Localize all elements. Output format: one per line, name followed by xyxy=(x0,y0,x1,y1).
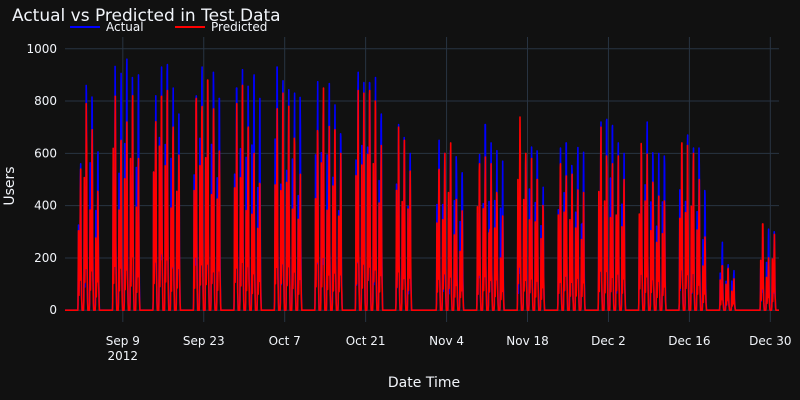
series-layer xyxy=(65,58,779,311)
legend-label: Predicted xyxy=(211,20,267,34)
legend[interactable]: Actual Predicted xyxy=(70,20,267,34)
y-axis-title: Users xyxy=(2,166,18,205)
x-tick-label: Sep 23 xyxy=(183,334,225,348)
x-tick-label: Dec 2 xyxy=(591,334,626,348)
y-tick-label: 400 xyxy=(34,199,57,213)
y-tick-label: 0 xyxy=(49,303,57,317)
y-tick-label: 800 xyxy=(34,94,57,108)
x-tick-label: Dec 16 xyxy=(668,334,710,348)
x-tick-year-label: 2012 xyxy=(108,349,139,363)
y-tick-label: 1000 xyxy=(26,42,57,56)
series-line-predicted xyxy=(65,79,779,311)
y-axis-ticks: 0 200 400 600 800 1000 xyxy=(26,42,57,317)
x-axis-title: Date Time xyxy=(388,375,460,391)
y-tick-label: 200 xyxy=(34,251,57,265)
x-tick-label: Nov 4 xyxy=(429,334,464,348)
chart-title: Actual vs Predicted in Test Data xyxy=(12,6,281,26)
y-tick-label: 600 xyxy=(34,146,57,160)
x-tick-label: Nov 18 xyxy=(506,334,549,348)
legend-item-actual[interactable]: Actual xyxy=(70,20,144,34)
grid xyxy=(65,37,779,322)
x-tick-label: Sep 9 xyxy=(106,334,140,348)
x-tick-label: Oct 21 xyxy=(346,334,386,348)
x-tick-label: Dec 30 xyxy=(749,334,791,348)
legend-item-predicted[interactable]: Predicted xyxy=(175,20,267,34)
x-tick-label: Oct 7 xyxy=(269,334,301,348)
legend-label: Actual xyxy=(106,20,144,34)
